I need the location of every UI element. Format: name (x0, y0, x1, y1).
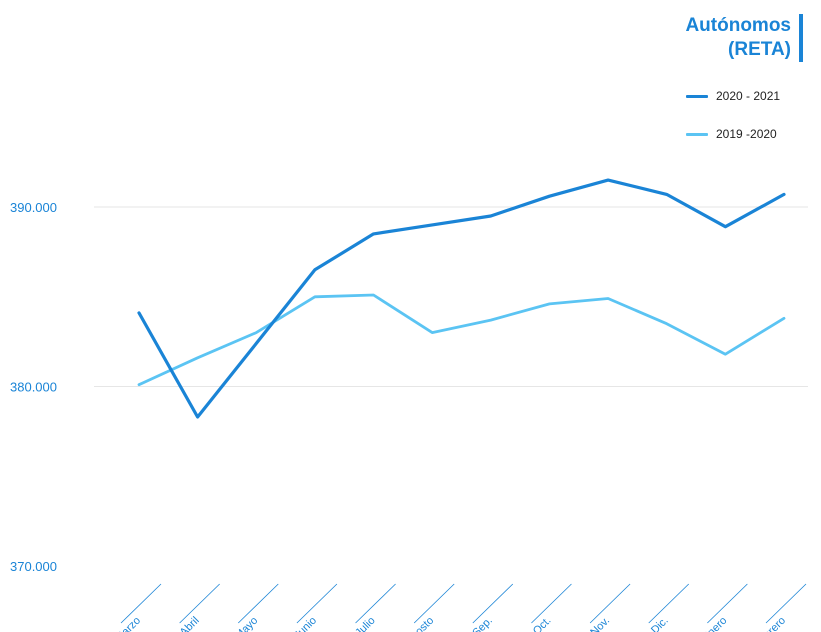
x-tick-label: Sep. (470, 615, 494, 632)
x-tick-mark (531, 583, 572, 624)
series-lines (137, 178, 786, 419)
x-tick-label: Abril (178, 615, 202, 632)
y-axis-ticks: 370.000 380.000 390.000 (10, 200, 57, 574)
x-tick-mark (179, 583, 220, 624)
x-tick-label: Junio (292, 615, 319, 632)
x-tick-label: Julio (353, 615, 377, 632)
series-line-2 (137, 293, 786, 387)
legend-swatch-series-2 (686, 132, 708, 136)
x-axis-ticks: Marzo Abril Mayo Junio Julio Agosto Sep. Oct. No… (113, 583, 807, 632)
x-tick-mark (648, 583, 690, 624)
legend-swatch-series-1 (686, 94, 708, 98)
legend-label-series-2: 2019 -2020 (716, 127, 777, 141)
x-tick-mark (237, 583, 279, 624)
legend-item-series-2: 2019 -2020 (686, 124, 780, 144)
y-tick-label: 380.000 (10, 380, 57, 395)
chart-title-line1: Autónomos (685, 15, 791, 36)
title-accent-bar (799, 14, 803, 62)
x-tick-label: Enero (700, 615, 729, 632)
y-tick-label: 370.000 (10, 559, 57, 574)
legend-item-series-1: 2020 - 2021 (686, 86, 780, 106)
legend-label-series-1: 2020 - 2021 (716, 89, 781, 103)
gridlines (94, 206, 808, 387)
x-tick-mark (472, 583, 514, 624)
x-tick-mark (589, 583, 631, 624)
x-tick-label: Nov. (588, 615, 612, 632)
x-tick-mark (413, 583, 455, 624)
y-tick-label: 390.000 (10, 200, 57, 215)
series-line-1 (137, 178, 786, 419)
legend: 2020 - 2021 2019 -2020 (686, 86, 780, 162)
x-tick-label: Febrero (752, 615, 788, 632)
x-tick-label: Mayo (233, 615, 261, 632)
x-tick-mark (765, 583, 807, 624)
x-tick-label: Marzo (113, 615, 143, 632)
x-tick-mark (120, 583, 162, 624)
chart-title-line2: (RETA) (728, 39, 791, 60)
x-tick-mark (707, 583, 748, 624)
x-tick-label: Oct. (531, 615, 554, 632)
x-tick-mark (296, 583, 338, 624)
x-tick-label: Dic. (649, 615, 671, 632)
chart-title: Autónomos (RETA) (685, 14, 803, 62)
x-tick-mark (355, 583, 396, 624)
